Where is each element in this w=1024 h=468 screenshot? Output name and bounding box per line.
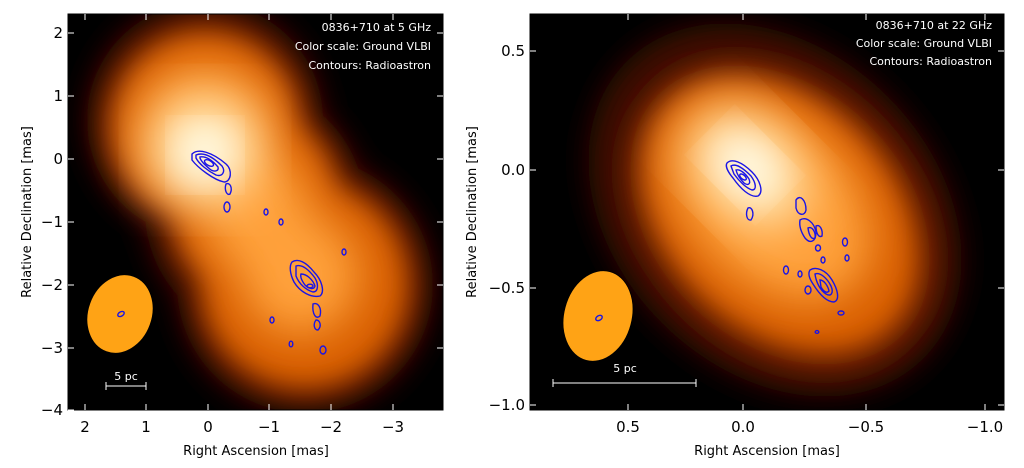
right-intensity-map: 5 pc <box>552 23 962 397</box>
right-ticks <box>530 14 1004 410</box>
left-xtick-label: 0 <box>203 418 213 436</box>
right-scalebar: 5 pc <box>552 362 697 387</box>
left-xtick-label: 1 <box>141 418 151 436</box>
right-x-axis-label: Right Ascension [mas] <box>694 444 840 459</box>
left-ytick-label: −1 <box>41 213 63 231</box>
left-ticks <box>68 14 443 411</box>
left-ytick-label: −3 <box>41 339 63 357</box>
right-plot-frame <box>529 13 1005 411</box>
left-y-axis-label: Relative Declination [mas] <box>20 126 35 298</box>
left-xtick-label: −3 <box>382 418 404 436</box>
left-x-axis-label: Right Ascension [mas] <box>183 444 329 459</box>
right-xtick-label: 0.5 <box>616 418 640 436</box>
left-contours <box>191 150 347 355</box>
right-xtick-label: 0.0 <box>731 418 755 436</box>
left-ytick-label: 1 <box>53 87 63 105</box>
left-xtick-label: −1 <box>258 418 280 436</box>
right-annotation: 0836+710 at 22 GHz Color scale: Ground V… <box>856 19 992 68</box>
left-scalebar-label: 5 pc <box>114 370 138 383</box>
left-xtick-labels: 2 1 0 −1 −2 −3 <box>80 418 404 436</box>
left-annotation-line-3: Contours: Radioastron <box>308 59 431 72</box>
left-scalebar: 5 pc <box>105 370 147 390</box>
right-y-axis-label: Relative Declination [mas] <box>465 126 480 298</box>
left-panel: 5 pc 0836+710 at 5 GHz Color scale: Grou… <box>20 13 444 459</box>
left-annotation-line-2: Color scale: Ground VLBI <box>295 40 431 53</box>
left-ytick-label: 0 <box>53 150 63 168</box>
left-intensity-map: 5 pc <box>86 14 433 410</box>
left-ytick-label: −2 <box>41 276 63 294</box>
left-xtick-label: −2 <box>320 418 342 436</box>
left-beam-ellipse <box>86 274 154 354</box>
right-ytick-labels: 0.5 0.0 −0.5 −1.0 <box>489 42 525 414</box>
right-ytick-label: −1.0 <box>489 396 525 414</box>
right-panel: 5 pc 0836+710 at 22 GHz Color scale: Gro… <box>465 13 1005 459</box>
left-plot-frame <box>67 13 444 411</box>
right-ytick-label: 0.0 <box>501 161 525 179</box>
left-annotation: 0836+710 at 5 GHz Color scale: Ground VL… <box>295 21 431 72</box>
right-annotation-line-2: Color scale: Ground VLBI <box>856 37 992 50</box>
left-xtick-label: 2 <box>80 418 90 436</box>
left-ytick-label: 2 <box>53 24 63 42</box>
left-beam-contour <box>117 310 125 318</box>
left-annotation-line-1: 0836+710 at 5 GHz <box>322 21 432 34</box>
left-ytick-label: −4 <box>41 401 63 419</box>
right-annotation-line-3: Contours: Radioastron <box>869 55 992 68</box>
right-contours <box>725 160 850 335</box>
right-beam-contour <box>595 314 603 322</box>
right-xtick-label: −1.0 <box>967 418 1003 436</box>
right-ytick-label: −0.5 <box>489 279 525 297</box>
left-ytick-labels: 2 1 0 −1 −2 −3 −4 <box>41 24 63 419</box>
right-xtick-labels: 0.5 0.0 −0.5 −1.0 <box>616 418 1003 436</box>
right-annotation-line-1: 0836+710 at 22 GHz <box>876 19 993 32</box>
right-scalebar-label: 5 pc <box>613 362 637 375</box>
right-xtick-label: −0.5 <box>848 418 884 436</box>
right-ytick-label: 0.5 <box>501 42 525 60</box>
